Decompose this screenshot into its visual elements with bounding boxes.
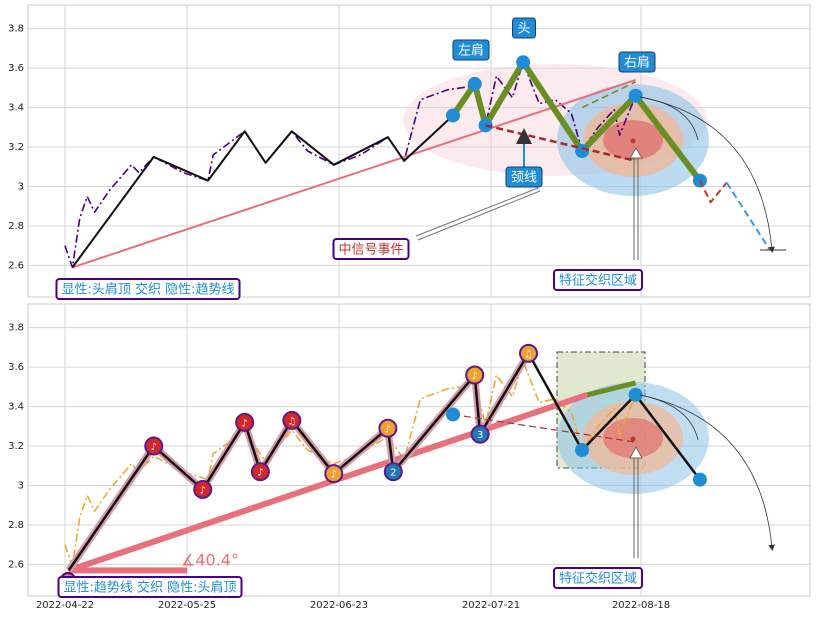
- point: [628, 387, 643, 402]
- x-tick-label: 2022-07-21: [462, 600, 520, 611]
- signal-label: ♪: [241, 418, 247, 429]
- series-line: [581, 81, 636, 109]
- series-line: [725, 182, 771, 251]
- signal-label: ♪: [257, 468, 263, 479]
- y-tick-label: 3: [18, 481, 24, 492]
- y-tick-label: 2.8: [8, 221, 24, 232]
- signal-label: ♪: [151, 442, 157, 453]
- signal-label: ♪: [200, 485, 206, 496]
- panel: 2.6 2.8 3 3.2 3.4 3.6 3.8 2022-04-22 2022-05-25 2…: [8, 303, 811, 611]
- arrow: [415, 187, 541, 241]
- zone-center: [630, 138, 636, 144]
- annotation: 特征交织区域: [559, 273, 637, 289]
- signal-marker: [465, 365, 485, 385]
- annotation-box: [55, 278, 241, 300]
- annotation: ∡40.4°: [181, 551, 239, 570]
- zone-center: [630, 436, 636, 442]
- signal-marker: [193, 479, 213, 499]
- y-tick-label: 3.8: [8, 24, 24, 35]
- annotation: 显性:头肩顶 交织 隐性:趋势线: [61, 282, 234, 298]
- point: [575, 144, 590, 158]
- point: [692, 472, 707, 487]
- y-tick-label: 3.4: [8, 402, 24, 413]
- y-tick-label: 2.8: [8, 520, 24, 531]
- annotation-box: [505, 166, 543, 188]
- annotation: 显性:趋势线 交织 隐性:头肩顶: [63, 580, 236, 596]
- signal-marker: [470, 424, 490, 444]
- signal-label: ♫: [287, 416, 296, 427]
- series-line: [699, 180, 728, 204]
- signal-label: 2: [390, 468, 396, 479]
- y-tick-label: 2.6: [8, 559, 24, 570]
- annotation-box: [511, 17, 537, 39]
- y-tick-label: 3.2: [8, 142, 24, 153]
- x-tick-label: 2022-04-22: [36, 600, 94, 611]
- panel: 2.6 2.8 3 3.2 3.4 3.6 3.8 左肩 头右肩颈线中信号事件特征交织区域显性:…: [8, 4, 811, 300]
- series-line: [67, 391, 589, 574]
- annotation: 右肩: [624, 55, 650, 71]
- series-line: [452, 413, 636, 443]
- signal-marker: [235, 412, 255, 432]
- annotation-box: [552, 567, 644, 589]
- signal-label: 3: [477, 430, 483, 441]
- y-tick-label: 3.6: [8, 63, 24, 74]
- plots: 2.62.833.23.43.63.8左肩头右肩颈线中信号事件特征交织区域显性:…: [8, 4, 811, 611]
- y-tick-label: 3.6: [8, 362, 24, 373]
- arrow: [633, 452, 639, 558]
- point: [628, 88, 643, 103]
- annotation-box: [57, 576, 243, 598]
- annotation: 特征交织区域: [559, 571, 637, 587]
- point: [467, 76, 482, 91]
- x-tick-label: 2022-06-23: [310, 600, 368, 611]
- arrow: [633, 152, 639, 260]
- point: [575, 443, 590, 457]
- signal-marker: [144, 436, 164, 456]
- signal-marker: [378, 418, 398, 438]
- signal-marker: [250, 462, 270, 482]
- signal-marker: [383, 462, 403, 482]
- arrow-head: [629, 147, 643, 159]
- signal-label: ♪: [331, 470, 337, 481]
- annotation: 颈线: [511, 171, 537, 186]
- series-line: [586, 380, 637, 398]
- curve: [639, 96, 775, 254]
- arrow-head: [629, 445, 643, 459]
- point: [446, 108, 460, 123]
- series-line: [72, 79, 636, 269]
- x-tick-label: 2022-05-25: [158, 600, 216, 611]
- signal-marker: [324, 464, 344, 484]
- signal-marker: [519, 343, 538, 363]
- annotation: 左肩: [458, 43, 484, 59]
- annotation-box: [452, 39, 490, 61]
- annotation-box: [552, 269, 644, 291]
- y-tick-label: 3.4: [8, 103, 24, 114]
- annotation: 头: [517, 22, 530, 37]
- curve: [639, 394, 775, 552]
- signal-label: ♪: [472, 371, 478, 382]
- annotation-box: [332, 238, 410, 260]
- signal-marker: [282, 410, 302, 430]
- point: [446, 407, 460, 422]
- y-tick-label: 2.6: [8, 260, 24, 271]
- y-tick-label: 3.2: [8, 441, 24, 452]
- point: [478, 118, 493, 133]
- annotation-box: [618, 51, 656, 73]
- x-tick-label: 2022-08-18: [612, 600, 670, 611]
- y-tick-label: 3: [18, 182, 24, 193]
- signal-label: ♫: [524, 349, 533, 360]
- y-tick-label: 3.8: [8, 323, 24, 334]
- series-line: [485, 124, 636, 163]
- point: [516, 55, 531, 70]
- signal-label: ♪: [385, 424, 391, 435]
- annotation: 中信号事件: [338, 243, 403, 258]
